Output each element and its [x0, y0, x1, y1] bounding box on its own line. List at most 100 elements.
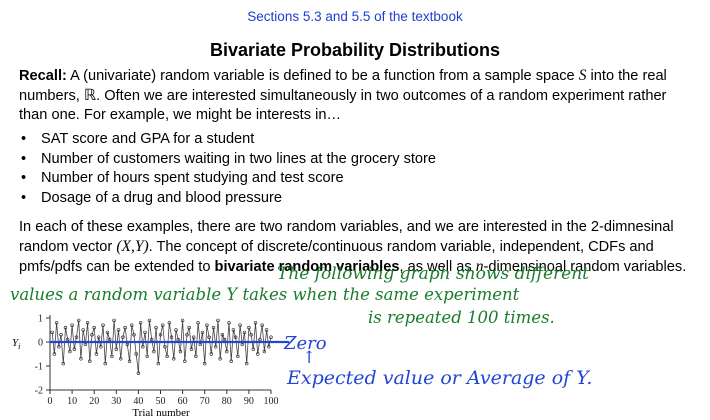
list-item: Number of hours spent studying and test …	[19, 169, 436, 189]
data-point	[169, 335, 174, 339]
y-tick-label: -2	[35, 386, 43, 397]
data-point	[119, 357, 123, 361]
data-point	[247, 325, 251, 330]
data-point	[185, 333, 189, 337]
data-point	[145, 354, 149, 359]
series-line	[51, 320, 272, 374]
data-point	[205, 323, 209, 327]
data-point	[130, 323, 134, 327]
data-point	[68, 349, 72, 354]
x-tick-label: 70	[200, 396, 210, 407]
data-point	[216, 318, 220, 323]
data-point	[105, 330, 110, 335]
data-point	[214, 345, 218, 349]
body-paragraph: In each of these examples, there are two…	[19, 218, 691, 277]
data-point	[196, 321, 200, 325]
data-point	[189, 347, 194, 351]
data-point	[90, 333, 94, 337]
data-point	[167, 321, 172, 325]
data-point	[172, 357, 176, 361]
data-point	[54, 321, 59, 325]
data-point	[229, 359, 233, 363]
body-text-4: -dimensinoal random variables.	[483, 259, 687, 275]
data-point	[249, 333, 253, 337]
data-point	[203, 361, 207, 366]
data-point	[207, 335, 211, 339]
x-tick-label: 40	[133, 396, 143, 407]
data-point	[103, 361, 107, 366]
data-point	[152, 349, 156, 354]
annotation-line-3: is repeated 100 times.	[368, 308, 555, 327]
recall-label: Recall:	[19, 68, 67, 84]
data-point	[233, 335, 238, 339]
data-point	[236, 354, 240, 359]
x-tick-label: 100	[264, 396, 279, 407]
data-point	[156, 361, 160, 366]
data-point	[110, 354, 114, 359]
data-point	[161, 323, 165, 327]
data-point	[85, 321, 90, 325]
x-tick-label: 10	[67, 396, 77, 407]
x-tick-label: 60	[178, 396, 188, 407]
x-tick-label: 80	[222, 396, 232, 407]
annotation-line-2: values a random variable Y takes when th…	[10, 285, 520, 304]
x-tick-label: 50	[156, 396, 166, 407]
sample-space-symbol: S	[578, 67, 587, 84]
data-point	[114, 347, 119, 351]
intro-text-3: . Often we are interested simultaneously…	[19, 88, 667, 123]
data-point	[96, 335, 101, 339]
body-text-2: . The concept of discrete/continuous ran…	[19, 239, 654, 275]
examples-list: SAT score and GPA for a student Number o…	[19, 130, 436, 208]
data-point	[260, 323, 264, 327]
x-axis-label: Trial number	[132, 407, 190, 419]
data-point	[269, 335, 273, 339]
data-point	[136, 371, 141, 375]
y-axis-label: Yi	[12, 337, 20, 351]
data-point	[123, 325, 127, 330]
data-point	[178, 349, 183, 354]
data-point	[163, 345, 167, 349]
y-tick-label: 0	[38, 338, 43, 349]
data-point	[63, 325, 68, 330]
data-point	[218, 357, 222, 361]
data-point	[138, 321, 143, 325]
data-point	[127, 359, 132, 363]
data-point	[59, 333, 63, 337]
data-point	[174, 328, 178, 332]
x-tick-label: 30	[111, 396, 121, 407]
data-point	[141, 345, 145, 349]
zero-label: Zero	[284, 333, 327, 354]
data-point	[154, 325, 158, 330]
x-tick-label: 0	[48, 396, 53, 407]
intro-text-2: into the real numbers,	[19, 68, 667, 104]
data-point	[183, 359, 187, 363]
data-point	[158, 333, 163, 337]
data-point	[220, 333, 225, 337]
x-tick-label: 90	[244, 396, 254, 407]
data-point	[191, 335, 196, 339]
expected-value-label: Expected value or Average of Y.	[287, 367, 593, 389]
data-point	[52, 352, 57, 356]
arrow-icon: ↑	[302, 348, 317, 368]
data-point	[94, 352, 99, 356]
data-point	[50, 330, 54, 335]
sections-link[interactable]: Sections 5.3 and 5.5 of the textbook	[247, 9, 463, 24]
data-point	[267, 345, 271, 349]
data-point	[116, 328, 121, 332]
list-item: Dosage of a drug and blood pressure	[19, 189, 436, 209]
data-point	[99, 345, 103, 349]
data-point	[251, 347, 256, 351]
data-point	[92, 325, 96, 330]
data-point	[200, 330, 205, 335]
data-point	[101, 323, 105, 327]
real-numbers-symbol: ℝ	[83, 87, 97, 104]
data-point	[256, 352, 260, 356]
data-point	[209, 352, 214, 356]
data-point	[57, 345, 61, 349]
data-point	[61, 361, 65, 366]
recall-paragraph: Recall: A (univariate) random variable i…	[19, 66, 691, 125]
y-tick-label: -1	[35, 362, 43, 373]
list-item: Number of customers waiting in two lines…	[19, 150, 436, 170]
data-point	[238, 323, 242, 327]
page-title: Bivariate Probability Distributions	[209, 40, 501, 60]
